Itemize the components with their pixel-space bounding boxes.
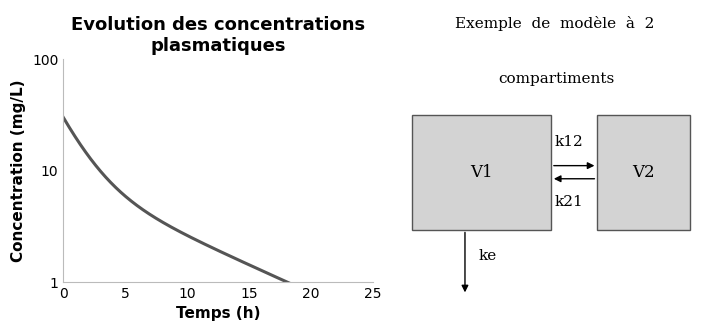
Text: k21: k21: [555, 195, 583, 209]
Bar: [598, 115, 690, 230]
Text: compartiments: compartiments: [498, 72, 614, 86]
Bar: [412, 115, 551, 230]
Text: ke: ke: [478, 249, 496, 263]
Y-axis label: Concentration (mg/L): Concentration (mg/L): [11, 79, 27, 262]
Title: Evolution des concentrations
plasmatiques: Evolution des concentrations plasmatique…: [71, 16, 365, 55]
Text: V1: V1: [470, 164, 493, 181]
Text: Exemple  de  modèle  à  2: Exemple de modèle à 2: [455, 16, 654, 31]
X-axis label: Temps (h): Temps (h): [176, 306, 260, 321]
Text: k12: k12: [555, 135, 583, 149]
Text: V2: V2: [632, 164, 654, 181]
